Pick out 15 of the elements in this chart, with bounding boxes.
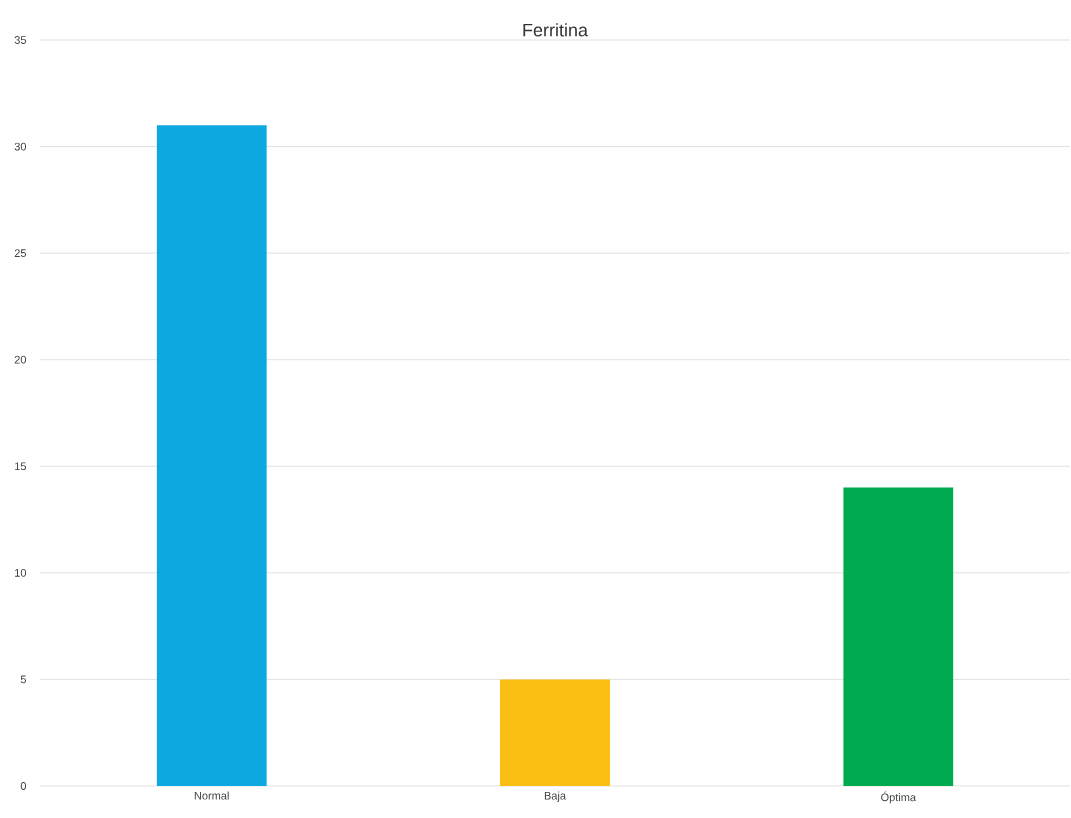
y-tick-label: 35 — [14, 36, 26, 44]
y-tick-label: 20 — [14, 355, 27, 364]
bar — [156, 125, 267, 786]
x-tick-label: Normal — [194, 791, 229, 800]
x-tick-label: Óptima — [881, 791, 917, 804]
y-tick-label: 15 — [15, 462, 26, 471]
x-tick-label: Baja — [544, 791, 566, 802]
bar — [843, 487, 954, 786]
y-tick-label: 0 — [20, 782, 27, 790]
y-tick-label: 30 — [14, 142, 27, 151]
chart-title: Ferritina — [523, 23, 588, 37]
bar — [499, 679, 610, 786]
y-tick-label: 5 — [20, 675, 26, 684]
y-tick-label: 10 — [15, 568, 27, 577]
y-tick-label: 25 — [14, 249, 26, 258]
